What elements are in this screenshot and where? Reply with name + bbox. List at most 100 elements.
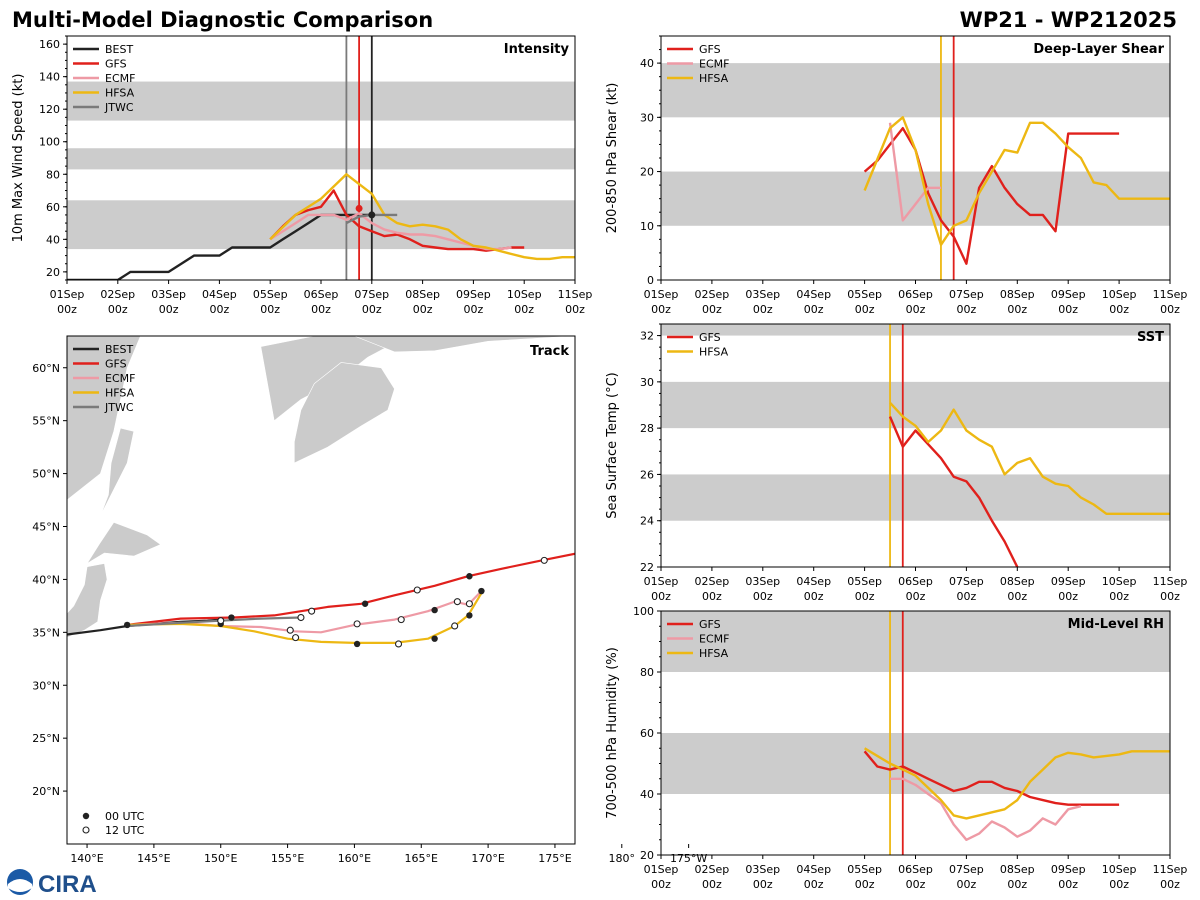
sst-ytick-label: 28 xyxy=(640,422,654,435)
shear-xtick-label: 00z xyxy=(855,303,875,316)
track-title: Track xyxy=(530,344,569,359)
track-ytick-label: 20°N xyxy=(32,785,60,798)
land-mass-0 xyxy=(67,336,141,501)
cira-logo: CIRA xyxy=(7,869,97,898)
rh-xtick-label: 09Sep xyxy=(1051,863,1086,876)
sst-xtick-label: 07Sep xyxy=(949,575,984,588)
shear-xtick-label: 00z xyxy=(702,303,722,316)
track-point-00utc xyxy=(228,614,235,621)
shear-xtick-label: 10Sep xyxy=(1102,288,1137,301)
shear-xtick-label: 00z xyxy=(753,303,773,316)
shear-series-hfsa xyxy=(863,116,1170,247)
rh-plot-area xyxy=(863,611,1170,855)
track-point-12utc xyxy=(413,586,421,594)
land-mass-5 xyxy=(67,563,108,638)
track-series-gfs xyxy=(127,552,575,626)
intensity-xtick-label: 00z xyxy=(362,303,382,316)
intensity-marker-best xyxy=(368,211,376,219)
sst-xtick-label: 06Sep xyxy=(898,575,933,588)
shear-panel: 0 10 20 30 40 01Sep 00z 02Sep 00z 03Sep 00z 04Sep 00… xyxy=(605,35,1188,316)
shear-ylabel: 200-850 hPa Shear (kt) xyxy=(605,83,620,234)
intensity-ytick-label: 80 xyxy=(46,168,60,181)
shear-series-ecmf xyxy=(888,122,941,222)
track-point-12utc xyxy=(397,616,405,624)
sst-ytick-label: 22 xyxy=(640,561,654,574)
shear-plot-area xyxy=(863,36,1170,280)
rh-xtick-label: 04Sep xyxy=(796,863,831,876)
track-point-00utc xyxy=(123,621,131,629)
intensity-band-1 xyxy=(67,148,575,170)
track-legend-marker-12utc xyxy=(82,826,90,834)
rh-title: Mid-Level RH xyxy=(1068,617,1164,632)
intensity-ytick-label: 20 xyxy=(46,266,60,279)
track-point-12utc xyxy=(451,622,459,630)
track-point-12utc xyxy=(217,617,225,625)
figure-id: WP21 - WP212025 xyxy=(960,8,1177,32)
rh-series-hfsa xyxy=(863,747,1170,820)
shear-xtick-label: 01Sep xyxy=(644,288,679,301)
sst-series-hfsa xyxy=(889,401,1170,515)
figure-title: Multi-Model Diagnostic Comparison xyxy=(12,8,433,32)
sst-ytick-label: 24 xyxy=(640,515,654,528)
land-mass-4 xyxy=(86,521,162,564)
shear-xtick-label: 06Sep xyxy=(898,288,933,301)
rh-band-1 xyxy=(661,611,1170,672)
intensity-xtick-label: 04Sep xyxy=(202,288,237,301)
track-xtick-label: 170°E xyxy=(471,852,504,865)
intensity-legend-label-hfsa: HFSA xyxy=(105,87,135,100)
intensity-series-gfs xyxy=(269,189,525,252)
sst-xtick-label: 00z xyxy=(702,590,722,603)
shear-xtick-label: 00z xyxy=(957,303,977,316)
track-xtick-label: 155°E xyxy=(271,852,304,865)
shear-xtick-label: 02Sep xyxy=(695,288,730,301)
intensity-xtick-label: 00z xyxy=(464,303,484,316)
sst-xtick-label: 02Sep xyxy=(695,575,730,588)
shear-ytick-label: 0 xyxy=(647,274,654,287)
track-point-00utc xyxy=(353,640,361,648)
track-xtick-label: 160°E xyxy=(338,852,371,865)
intensity-xtick-label: 00z xyxy=(159,303,179,316)
intensity-legend-label-jtwc: JTWC xyxy=(104,101,134,114)
intensity-plot-area xyxy=(67,36,575,280)
sst-xtick-label: 04Sep xyxy=(796,575,831,588)
shear-xtick-label: 11Sep xyxy=(1153,288,1188,301)
shear-xtick-label: 07Sep xyxy=(949,288,984,301)
rh-panel: 20 40 60 80 100 01Sep 00z 02Sep 00z 03Sep 00z 04Sep… xyxy=(605,605,1187,891)
rh-series-gfs xyxy=(863,750,1120,806)
track-legend-label-ecmf: ECMF xyxy=(105,372,135,385)
rh-xtick-label: 01Sep xyxy=(644,863,679,876)
shear-ytick-label: 40 xyxy=(640,57,654,70)
rh-xtick-label: 02Sep xyxy=(695,863,730,876)
track-point-12utc xyxy=(292,634,300,642)
intensity-xtick-label: 00z xyxy=(210,303,230,316)
rh-ytick-label: 40 xyxy=(640,788,654,801)
intensity-xtick-label: 05Sep xyxy=(253,288,288,301)
track-ytick-label: 55°N xyxy=(32,415,60,428)
rh-ylabel: 700-500 hPa Humidity (%) xyxy=(605,647,620,819)
intensity-xtick-label: 06Sep xyxy=(304,288,339,301)
track-point-00utc xyxy=(466,573,473,580)
rh-xtick-label: 00z xyxy=(651,878,671,891)
noaa-wave-icon xyxy=(8,879,32,892)
track-point-00utc xyxy=(466,612,473,619)
intensity-ytick-label: 160 xyxy=(39,38,60,51)
track-ytick-label: 45°N xyxy=(32,521,60,534)
track-point-12utc xyxy=(453,598,461,606)
intensity-xtick-label: 00z xyxy=(57,303,77,316)
rh-ytick-label: 20 xyxy=(640,849,654,862)
sst-xtick-label: 00z xyxy=(1160,590,1180,603)
sst-xtick-label: 00z xyxy=(804,590,824,603)
intensity-band-2 xyxy=(67,81,575,121)
sst-xtick-label: 08Sep xyxy=(1000,575,1035,588)
track-xtick-label: 145°E xyxy=(137,852,170,865)
intensity-xtick-label: 01Sep xyxy=(50,288,85,301)
rh-legend-label-gfs: GFS xyxy=(699,618,721,631)
shear-band-0 xyxy=(661,171,1170,226)
rh-ytick-label: 60 xyxy=(640,727,654,740)
rh-xtick-label: 08Sep xyxy=(1000,863,1035,876)
rh-xtick-label: 10Sep xyxy=(1102,863,1137,876)
intensity-legend-label-best: BEST xyxy=(105,43,133,56)
rh-xtick-label: 00z xyxy=(753,878,773,891)
intensity-xtick-label: 02Sep xyxy=(100,288,135,301)
sst-ytick-label: 32 xyxy=(640,330,654,343)
